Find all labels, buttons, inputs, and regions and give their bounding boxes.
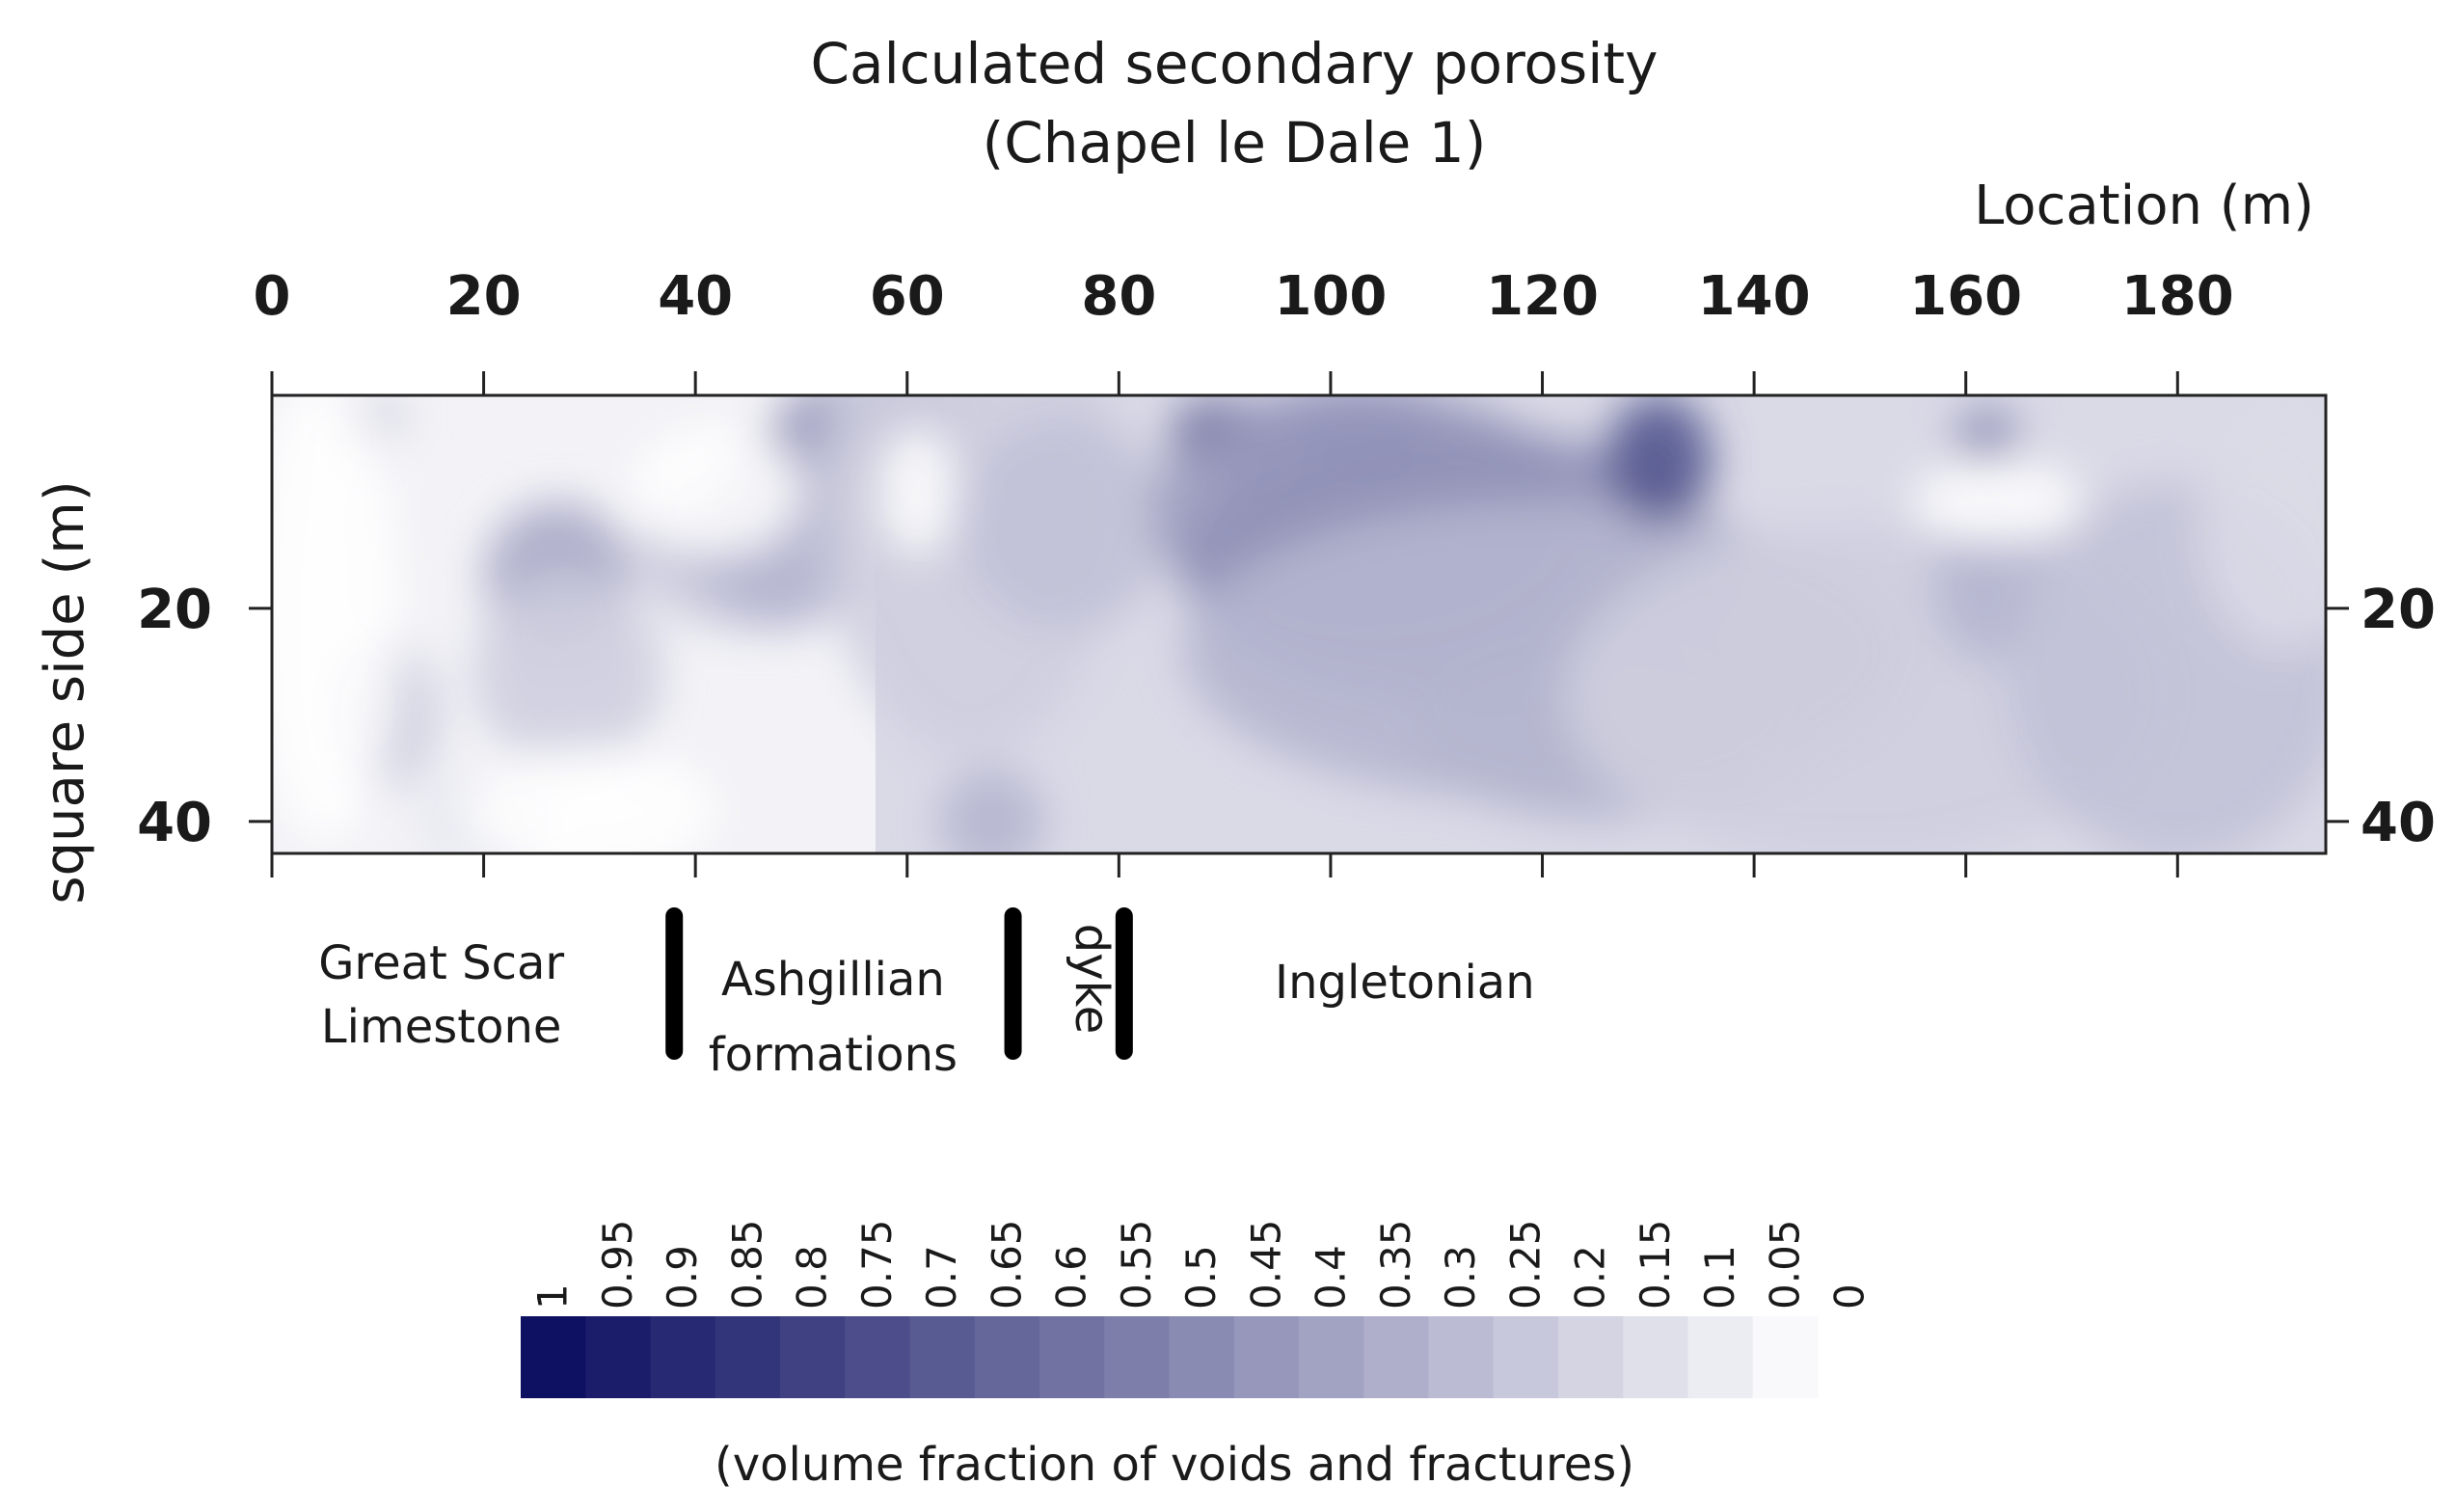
colorbar-swatch-2 [650, 1316, 716, 1398]
colorbar-tick-0.55: 0.55 [1113, 1219, 1160, 1310]
x-axis-label: Location (m) [1974, 175, 2314, 237]
colorbar-swatch-4 [780, 1316, 846, 1398]
colorbar-tick-0.05: 0.05 [1761, 1219, 1808, 1310]
formation-label-great-scar-limestone-line-1: Great Scar [318, 936, 564, 990]
colorbar-tick-1: 1 [529, 1283, 577, 1310]
heatmap-plot [272, 395, 2326, 853]
porosity-blob-4 [472, 576, 664, 769]
colorbar-tick-0.45: 0.45 [1242, 1219, 1289, 1310]
colorbar-swatch-19 [1752, 1316, 1819, 1398]
formation-label-ashgillian-formations-line-1: Ashgillian [721, 953, 945, 1007]
x-tick-label-180: 180 [2121, 265, 2234, 328]
formation-label-ingletonian: Ingletonian [1275, 956, 1535, 1010]
colorbar-swatch-6 [909, 1316, 976, 1398]
plot-axes: 0 20 40 60 80 100 120 140 160 180 20 20 40 40 [137, 265, 2436, 878]
low-porosity-zone-1 [880, 427, 956, 555]
colorbar-tick-0.75: 0.75 [853, 1219, 901, 1310]
low-porosity-zone-0 [632, 427, 801, 555]
colorbar-swatch-7 [974, 1316, 1040, 1398]
colorbar-swatch-10 [1169, 1316, 1235, 1398]
formation-label-dyke: dyke [1065, 924, 1119, 1035]
colorbar-tick-0.6: 0.6 [1048, 1245, 1095, 1310]
y-axis-label: square side (m) [34, 480, 96, 904]
colorbar-swatch-5 [845, 1316, 911, 1398]
colorbar: 1 0.95 0.9 0.85 0.8 0.75 0.7 0.65 0.6 0.55 0.5 0.45… [521, 1219, 1874, 1398]
porosity-blob-21 [1605, 395, 1713, 524]
colorbar-swatch-1 [585, 1316, 652, 1398]
porosity-blob-14 [938, 768, 1045, 853]
formation-label-great-scar-limestone-line-2: Limestone [321, 1000, 562, 1054]
colorbar-swatch-17 [1623, 1316, 1689, 1398]
colorbar-tick-0.4: 0.4 [1308, 1245, 1355, 1310]
colorbar-swatch-9 [1104, 1316, 1171, 1398]
colorbar-swatch-14 [1428, 1316, 1495, 1398]
x-tick-label-40: 40 [658, 265, 733, 328]
colorbar-swatch-0 [521, 1316, 586, 1398]
colorbar-tick-0.9: 0.9 [659, 1245, 706, 1310]
y-tick-label-left-20: 20 [137, 579, 212, 641]
y-tick-label-left-40: 40 [137, 792, 212, 854]
colorbar-swatch-11 [1233, 1316, 1300, 1398]
colorbar-swatch-8 [1039, 1316, 1105, 1398]
x-tick-label-100: 100 [1274, 265, 1387, 328]
x-tick-label-160: 160 [1909, 265, 2022, 328]
x-tick-label-60: 60 [870, 265, 945, 328]
colorbar-swatch-13 [1363, 1316, 1430, 1398]
formation-labels: Great Scar Limestone Ashgillian formations d… [318, 907, 1535, 1082]
y-tick-label-right-40: 40 [2361, 792, 2436, 854]
chart-title: Calculated secondary porosity [811, 31, 1659, 96]
colorbar-tick-0.85: 0.85 [723, 1219, 770, 1310]
colorbar-tick-0.3: 0.3 [1437, 1245, 1484, 1310]
colorbar-tick-0.35: 0.35 [1372, 1219, 1419, 1310]
x-tick-label-0: 0 [254, 265, 291, 328]
x-tick-label-120: 120 [1486, 265, 1599, 328]
colorbar-swatch-15 [1493, 1316, 1559, 1398]
x-tick-label-80: 80 [1081, 265, 1156, 328]
colorbar-swatch-18 [1687, 1316, 1754, 1398]
colorbar-tick-0.2: 0.2 [1567, 1245, 1614, 1310]
plot-frame [270, 393, 2328, 855]
x-tick-label-140: 140 [1698, 265, 1811, 328]
colorbar-tick-0.65: 0.65 [983, 1219, 1030, 1310]
colorbar-tick-0.25: 0.25 [1501, 1219, 1549, 1310]
colorbar-swatch-16 [1558, 1316, 1624, 1398]
colorbar-tick-0.7: 0.7 [918, 1245, 965, 1310]
colorbar-caption: (volume fraction of voids and fractures) [715, 1438, 1634, 1492]
colorbar-swatch-12 [1299, 1316, 1364, 1398]
y-tick-label-right-20: 20 [2361, 579, 2436, 641]
porosity-blob-24 [1955, 406, 2019, 471]
colorbar-tick-0.8: 0.8 [789, 1245, 836, 1310]
colorbar-tick-0.15: 0.15 [1632, 1219, 1679, 1310]
porosity-blobs [272, 395, 2326, 853]
colorbar-tick-0.95: 0.95 [594, 1219, 641, 1310]
porosity-blob-27 [2199, 395, 2326, 652]
chart-subtitle: (Chapel le Dale 1) [983, 110, 1487, 176]
colorbar-swatch-3 [715, 1316, 781, 1398]
colorbar-tick-0.5: 0.5 [1177, 1245, 1225, 1310]
x-tick-label-20: 20 [446, 265, 522, 328]
low-porosity-zone-2 [1912, 459, 2083, 545]
colorbar-tick-0: 0 [1826, 1283, 1874, 1310]
low-porosity-zone-3 [462, 746, 717, 853]
porosity-field [272, 395, 2326, 853]
colorbar-tick-0.1: 0.1 [1696, 1245, 1743, 1310]
formation-label-ashgillian-formations-line-2: formations [709, 1028, 958, 1082]
low-porosity-zone-4 [272, 395, 399, 843]
porosity-blob-15 [959, 417, 1173, 631]
